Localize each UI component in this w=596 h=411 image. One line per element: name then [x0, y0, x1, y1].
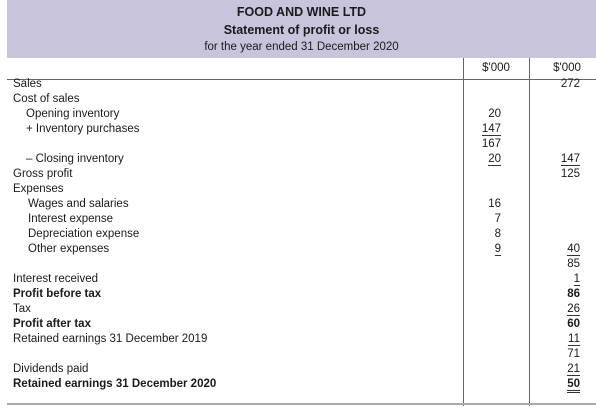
row-label: + Inventory purchases — [26, 123, 140, 135]
row-value-col2: 40 — [567, 243, 580, 256]
row-wages: Wages and salaries 16 — [0, 197, 596, 212]
row-value-col1: 167 — [481, 138, 501, 150]
row-interest-expense: Interest expense 7 — [0, 212, 596, 227]
column-divider-2 — [529, 58, 530, 406]
row-value-col2: 1 — [573, 273, 580, 286]
row-depreciation: Depreciation expense 8 — [0, 227, 596, 242]
row-inventory-purchases: + Inventory purchases 147 — [0, 122, 596, 137]
header-rule — [7, 79, 596, 80]
row-profit-after-tax: Profit after tax 60 — [0, 317, 596, 332]
row-tax: Tax 26 — [0, 302, 596, 317]
row-label: Opening inventory — [26, 108, 120, 120]
row-value-col2: 11 — [568, 333, 580, 346]
row-label: Gross profit — [13, 168, 73, 180]
column-header-1: $'000 — [482, 62, 510, 74]
row-value-col2: 86 — [567, 288, 580, 300]
row-value-col1: 147 — [481, 123, 501, 136]
row-label: Profit after tax — [13, 318, 91, 330]
row-gross-profit: Gross profit 125 — [0, 167, 596, 182]
statement-title: Statement of profit or loss — [223, 23, 380, 37]
column-header-2: $'000 — [553, 62, 581, 74]
row-label: Tax — [13, 303, 31, 315]
row-subtotal-71: 71 — [0, 347, 596, 362]
row-label: Retained earnings 31 December 2020 — [13, 378, 217, 390]
row-value-col2: 26 — [567, 303, 580, 316]
row-value-col2: 125 — [560, 168, 580, 180]
row-cost-of-sales: Cost of sales — [0, 92, 596, 107]
row-label: Wages and salaries — [28, 198, 129, 210]
row-value-col1: 20 — [488, 108, 501, 120]
row-label: Profit before tax — [13, 288, 102, 300]
row-label: Depreciation expense — [28, 228, 140, 240]
statement-header: FOOD AND WINE LTD Statement of profit or… — [7, 0, 596, 58]
row-label: Other expenses — [28, 243, 110, 255]
row-label: Interest received — [13, 273, 99, 285]
row-label: Interest expense — [28, 213, 114, 225]
row-sales: Sales 272 — [0, 77, 596, 92]
row-profit-before-tax: Profit before tax 86 — [0, 287, 596, 302]
row-value-col2: 272 — [560, 78, 580, 90]
company-name: FOOD AND WINE LTD — [236, 5, 367, 19]
row-subtotal-inventory: 167 — [0, 137, 596, 152]
footer-rule — [7, 403, 596, 405]
row-retained-2020: Retained earnings 31 December 2020 50 — [0, 377, 596, 393]
row-value-col2: 85 — [567, 258, 580, 270]
row-retained-2019: Retained earnings 31 December 2019 11 — [0, 332, 596, 347]
statement-period: for the year ended 31 December 2020 — [204, 41, 399, 53]
row-label: Dividends paid — [13, 363, 89, 375]
row-label: Expenses — [13, 183, 64, 195]
row-value-col1: 8 — [494, 228, 501, 240]
row-label: Retained earnings 31 December 2019 — [13, 333, 208, 345]
row-value-col1: 16 — [488, 198, 501, 210]
row-value-col1: 20 — [488, 153, 501, 166]
row-subtotal-85: 85 — [0, 257, 596, 272]
row-label: Sales — [13, 78, 42, 90]
row-closing-inventory: – Closing inventory 20 147 — [0, 152, 596, 167]
row-value-col2: 60 — [567, 318, 580, 330]
row-value-col2: 50 — [567, 378, 580, 393]
row-label: – Closing inventory — [26, 153, 124, 165]
row-opening-inventory: Opening inventory 20 — [0, 107, 596, 122]
row-value-col1: 7 — [494, 213, 501, 225]
row-expenses: Expenses — [0, 182, 596, 197]
column-divider-1 — [463, 58, 464, 406]
row-interest-received: Interest received 1 — [0, 272, 596, 287]
row-value-col1: 9 — [494, 243, 501, 256]
row-label: Cost of sales — [13, 93, 80, 105]
row-other-expenses: Other expenses 9 40 — [0, 242, 596, 257]
row-dividends: Dividends paid 21 — [0, 362, 596, 377]
row-value-col2: 147 — [560, 153, 580, 166]
row-value-col2: 71 — [567, 348, 580, 360]
row-value-col2: 21 — [567, 363, 580, 376]
